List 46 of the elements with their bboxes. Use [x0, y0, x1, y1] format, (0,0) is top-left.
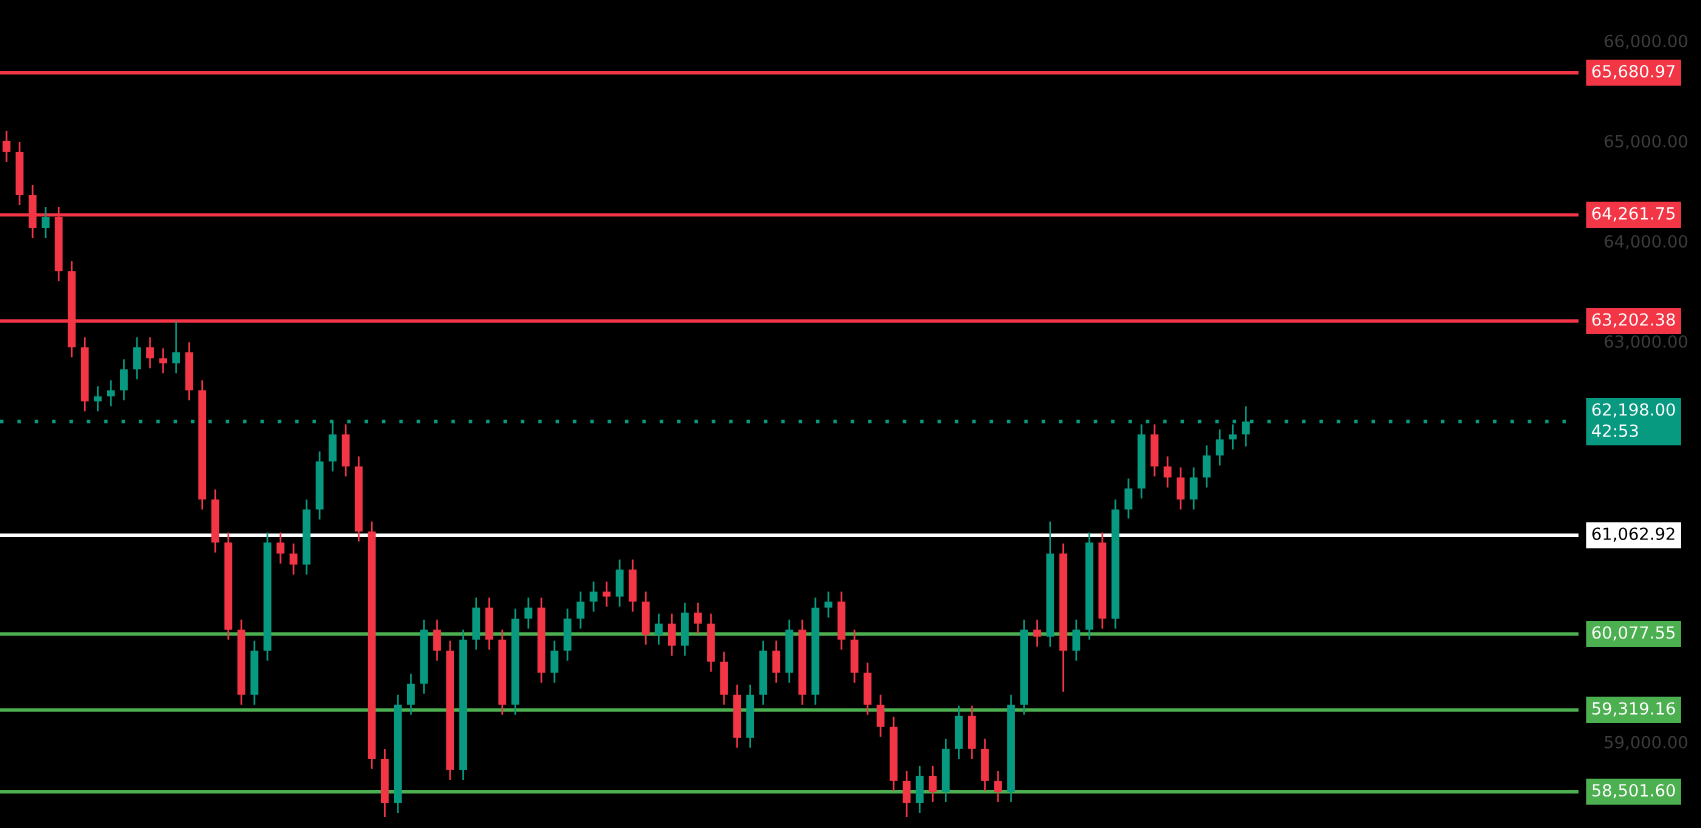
candlestick	[407, 672, 415, 716]
candlestick	[1189, 466, 1198, 511]
y-tick-label: 65,000.00	[1604, 134, 1688, 150]
candlestick	[276, 531, 285, 565]
candlestick	[93, 385, 102, 413]
candlestick	[654, 612, 663, 646]
candlestick	[994, 770, 1002, 803]
candlestick	[1176, 466, 1185, 511]
ref-line-label: 60,077.55	[1592, 626, 1675, 641]
candlestick	[1072, 618, 1081, 662]
y-tick-label: 66,000.00	[1604, 34, 1688, 50]
candlestick	[772, 639, 781, 684]
candlestick	[289, 542, 298, 576]
candlestick	[694, 601, 702, 635]
candlestick	[2, 130, 11, 163]
candlestick	[433, 618, 441, 662]
candlestick	[667, 612, 676, 657]
y-tick-label: 64,000.00	[1604, 235, 1688, 250]
candlestick	[159, 347, 167, 375]
ref-line-label: 65,680.97	[1592, 64, 1675, 80]
candlestick	[146, 336, 154, 370]
ref-line-label: 59,319.16	[1592, 702, 1675, 717]
ref-line-label: 61,062.92	[1592, 527, 1675, 542]
candlestick	[876, 693, 885, 738]
candlestick	[524, 596, 533, 630]
candlestick	[41, 206, 50, 239]
candlestick	[550, 639, 559, 684]
candlestick	[824, 590, 833, 619]
candlestick	[133, 336, 141, 381]
candlestick	[1202, 444, 1211, 489]
candlestick	[120, 358, 128, 402]
candlestick	[172, 320, 181, 375]
y-tick-label: 59,000.00	[1604, 735, 1688, 751]
candlestick	[1215, 428, 1224, 467]
y-tick-label: 63,000.00	[1604, 335, 1688, 350]
candlestick	[589, 580, 598, 613]
ref-line-label: 64,261.75	[1592, 207, 1675, 222]
candlestick	[928, 765, 937, 803]
ref-line-label: 62,198.00 42:53	[1591, 403, 1675, 437]
candlestick	[902, 770, 911, 818]
ref-line-label: 58,501.60	[1592, 784, 1675, 799]
candlestick	[106, 379, 115, 408]
candlestick	[1163, 455, 1172, 489]
candlestick	[1033, 618, 1042, 648]
ref-line-label: 63,202.38	[1592, 313, 1675, 328]
candlestick	[602, 580, 611, 608]
